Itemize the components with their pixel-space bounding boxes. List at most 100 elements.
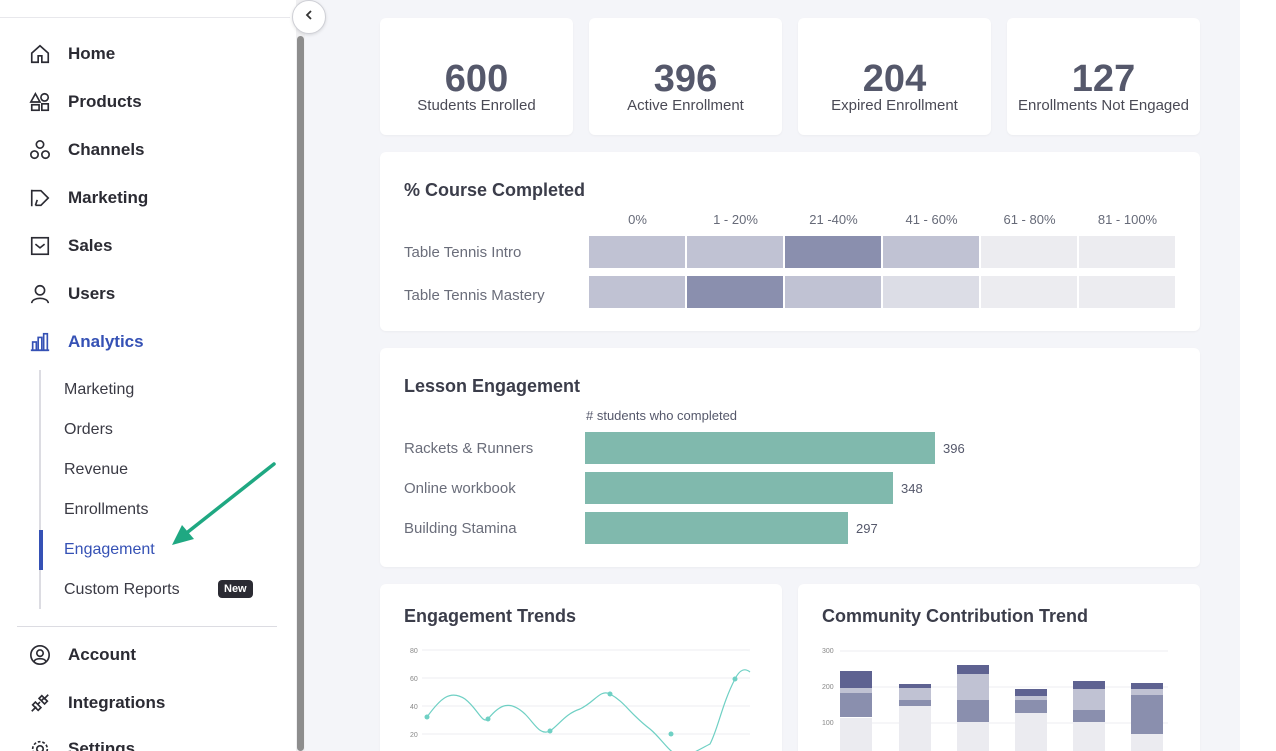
annotation-arrow [172, 462, 276, 545]
submenu-item-marketing[interactable]: Marketing [64, 381, 135, 398]
sidebar: Home Products Channels Marketing Sales U… [0, 0, 296, 751]
sidebar-item-label: Settings [68, 739, 136, 751]
stat-card-students-enrolled: 600 Students Enrolled [380, 18, 573, 135]
user-icon [28, 282, 52, 306]
sidebar-item-analytics[interactable]: Analytics [28, 327, 144, 357]
sidebar-item-label: Account [68, 645, 136, 664]
lesson-label: Rackets & Runners [404, 440, 534, 457]
card-title: Lesson Engagement [404, 376, 581, 396]
sidebar-item-label: Users [68, 284, 116, 303]
stat-value: 600 [444, 58, 509, 100]
heatmap-column-label: 61 - 80% [1003, 212, 1056, 227]
lesson-value: 297 [856, 521, 878, 536]
lesson-bar [585, 472, 893, 504]
stat-card-expired-enrollment: 204 Expired Enrollment [798, 18, 991, 135]
stat-label: Expired Enrollment [831, 97, 958, 114]
heatmap-cell [883, 236, 979, 268]
sidebar-item-label: Sales [68, 236, 113, 255]
heatmap-cell [1079, 276, 1175, 308]
stat-card-not-engaged: 127 Enrollments Not Engaged [1007, 18, 1200, 135]
y-tick-label: 60 [410, 676, 418, 683]
course-completed-card: % Course Completed 0% 1 - 20% 21 -40% 41… [380, 152, 1200, 331]
y-tick-label: 200 [822, 684, 834, 691]
card-title: Engagement Trends [404, 606, 577, 626]
sidebar-item-settings[interactable]: Settings [28, 734, 135, 751]
heatmap-cell [687, 236, 783, 268]
gear-icon [28, 737, 52, 751]
plug-icon [28, 691, 52, 715]
card-title: % Course Completed [404, 180, 586, 200]
community-contribution-chart: 300 200 100 [822, 648, 1168, 751]
sidebar-item-products[interactable]: Products [28, 87, 142, 117]
engagement-trends-chart: 80 60 40 20 [410, 648, 751, 751]
sidebar-item-account[interactable]: Account [28, 640, 136, 670]
sidebar-item-marketing[interactable]: Marketing [28, 183, 148, 213]
sidebar-item-label: Home [68, 44, 116, 63]
stat-label: Active Enrollment [627, 97, 744, 114]
heatmap-cell [785, 236, 881, 268]
new-badge: New [218, 580, 253, 598]
card-title: Community Contribution Trend [822, 606, 1088, 626]
sidebar-divider-top [0, 17, 290, 18]
lesson-value: 396 [943, 441, 965, 456]
y-tick-label: 40 [410, 704, 418, 711]
lesson-bar [585, 512, 848, 544]
heatmap-cell [981, 276, 1077, 308]
y-tick-label: 300 [822, 648, 834, 655]
sidebar-item-label: Marketing [68, 188, 149, 207]
y-tick-label: 20 [410, 732, 418, 739]
heatmap-cell [981, 236, 1077, 268]
stat-label: Students Enrolled [417, 97, 536, 114]
y-tick-label: 100 [822, 720, 834, 727]
sidebar-item-sales[interactable]: Sales [28, 231, 112, 261]
sidebar-item-home[interactable]: Home [28, 39, 115, 69]
channels-icon [28, 138, 52, 162]
heatmap-column-label: 41 - 60% [905, 212, 958, 227]
lesson-label: Building Stamina [404, 520, 517, 537]
sidebar-item-channels[interactable]: Channels [28, 135, 145, 165]
engagement-trends-card: Engagement Trends 80 60 40 20 [380, 584, 782, 751]
submenu-item-custom-reports[interactable]: Custom Reports [64, 581, 180, 598]
page-right-gutter [1240, 0, 1276, 751]
sidebar-item-label: Products [68, 92, 142, 111]
lesson-engagement-card: Lesson Engagement # students who complet… [380, 348, 1200, 567]
lesson-label: Online workbook [404, 480, 516, 497]
sidebar-item-label: Integrations [68, 693, 166, 712]
submenu-item-engagement[interactable]: Engagement [64, 541, 155, 558]
lesson-value: 348 [901, 481, 923, 496]
heatmap-cell [785, 276, 881, 308]
heatmap-row-label: Table Tennis Intro [404, 244, 522, 261]
y-tick-label: 80 [410, 648, 418, 655]
inbox-icon [28, 234, 52, 258]
community-contribution-card: Community Contribution Trend 300 200 100 [798, 584, 1200, 751]
stat-value: 396 [653, 58, 718, 100]
account-circle-icon [28, 643, 52, 667]
heatmap-cell [1079, 236, 1175, 268]
submenu-item-enrollments[interactable]: Enrollments [64, 501, 149, 518]
submenu-guide-line [39, 370, 41, 609]
heatmap-row-label: Table Tennis Mastery [404, 287, 545, 304]
submenu-active-indicator [39, 530, 43, 570]
shapes-icon [28, 90, 52, 114]
lesson-bar [585, 432, 935, 464]
heatmap-cell [687, 276, 783, 308]
heatmap-cell [589, 236, 685, 268]
submenu-item-revenue[interactable]: Revenue [64, 461, 129, 478]
sidebar-item-users[interactable]: Users [28, 279, 115, 309]
heatmap-cell [883, 276, 979, 308]
heatmap-column-label: 0% [628, 212, 647, 227]
sidebar-scrollbar-thumb[interactable] [297, 36, 304, 751]
bar-chart-icon [28, 330, 52, 354]
collapse-sidebar-button[interactable] [292, 0, 326, 34]
sidebar-item-label: Channels [68, 140, 145, 159]
heatmap-column-label: 21 -40% [809, 212, 858, 227]
heatmap-cell [589, 276, 685, 308]
stat-value: 127 [1071, 58, 1136, 100]
submenu-item-orders[interactable]: Orders [64, 421, 113, 438]
home-icon [28, 42, 52, 66]
heatmap-column-label: 1 - 20% [713, 212, 758, 227]
stat-value: 204 [862, 58, 927, 100]
sidebar-item-integrations[interactable]: Integrations [28, 688, 165, 718]
megaphone-icon [28, 186, 52, 210]
chart-axis-label: # students who completed [586, 408, 738, 423]
